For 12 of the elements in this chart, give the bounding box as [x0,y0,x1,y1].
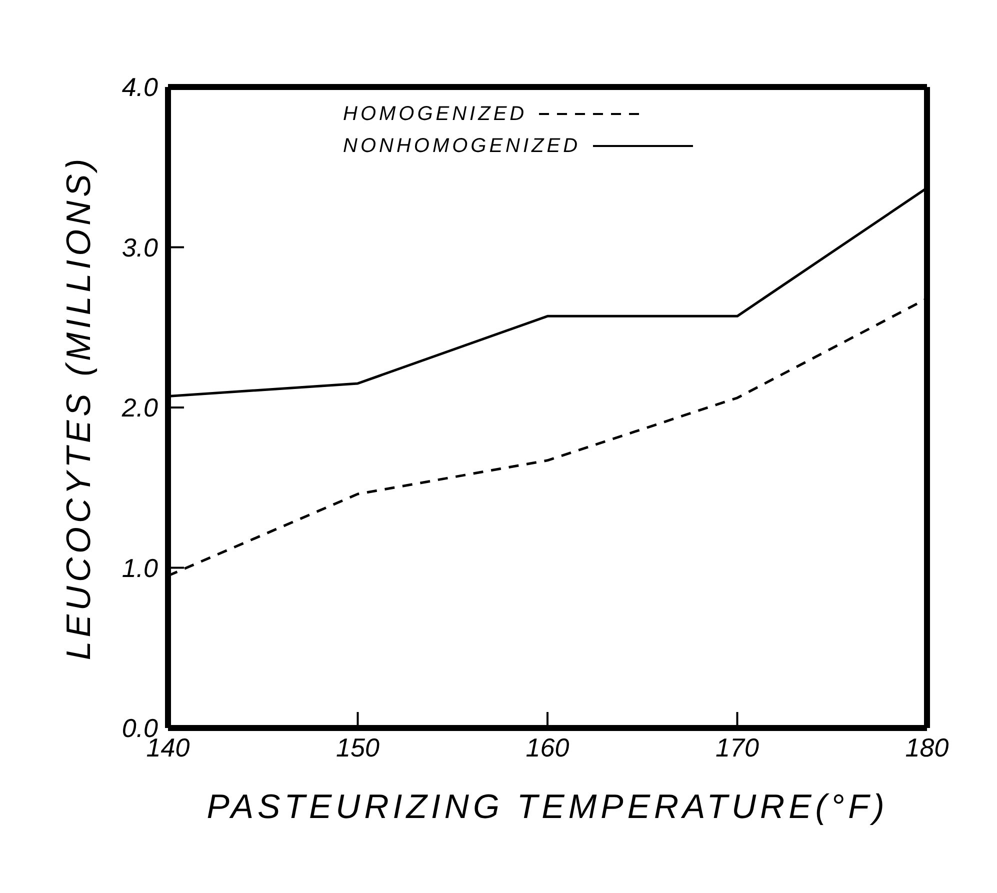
y-tick-label: 1.0 [122,552,159,583]
x-tick-label: 160 [526,732,570,762]
y-axis-title: LEUCOCYTES (MILLIONS) [60,154,98,660]
x-tick-label: 180 [905,732,950,762]
y-tick-label: 4.0 [122,72,159,102]
x-tick-label: 150 [336,732,380,762]
legend-label: NONHOMOGENIZED [343,134,581,158]
legend-label: HOMOGENIZED [343,102,528,126]
y-tick-label: 3.0 [122,232,159,262]
x-axis-title: PASTEURIZING TEMPERATURE(°F) [206,788,888,826]
y-tick-label: 2.0 [120,392,159,423]
x-tick-label: 170 [716,732,760,762]
